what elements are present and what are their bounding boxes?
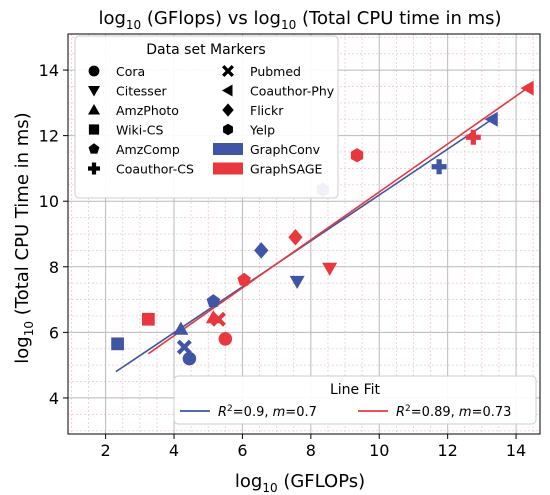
markers-legend-items: Cora Citesser AmzPhoto Wiki-CS AmzComp Coauth… — [88, 64, 335, 177]
data-points — [111, 80, 534, 366]
point-citesser-graphsage — [322, 262, 338, 276]
y-axis-label-main: log — [12, 336, 33, 363]
plot-frame — [67, 33, 541, 435]
legend-label-wiki-cs: Wiki-CS — [116, 123, 164, 138]
legend-label-cora: Cora — [116, 64, 145, 79]
legend-label-graphconv: GraphConv — [250, 142, 321, 157]
point-coauthor-phy-graphconv — [484, 111, 498, 127]
point-citesser-graphconv — [289, 275, 305, 290]
legend-marker-graphconv — [213, 143, 243, 155]
legend-marker-amzcomp — [88, 143, 100, 154]
legend-label-yelp: Yelp — [249, 123, 275, 138]
r2-exponent: 2 — [405, 404, 411, 414]
legend-label-amzphoto: AmzPhoto — [116, 103, 179, 118]
fit-line-graphsage — [147, 85, 531, 355]
legend-marker-wiki-cs — [88, 124, 100, 135]
legend-marker-pubmed-stroke — [222, 65, 234, 77]
chart-title-main: log — [98, 8, 125, 29]
legend-marker-coauthor-cs — [88, 162, 100, 175]
x-tick-label: 8 — [306, 441, 316, 460]
markers-legend: Data set Markers Cora Citesser AmzPhoto Wik… — [74, 35, 339, 199]
x-tick-label: 10 — [369, 441, 389, 460]
slope-value: =0.73 — [472, 405, 512, 420]
chart-title-subscript-2: 10 — [281, 18, 296, 32]
legend-marker-flickr — [222, 103, 234, 117]
legend-label-citesser: Citesser — [116, 84, 168, 99]
legend-marker-yelp — [223, 123, 233, 136]
fit-legend-items: R2=0.9, m=0.7 R2=0.89, m=0.73 — [180, 404, 511, 420]
y-tick-label: 4 — [49, 389, 59, 408]
axis-ticks: 2 4 6 8 10 12 14 4 6 8 10 12 14 — [39, 61, 527, 460]
fit-legend: Line Fit R2=0.9, m=0.7 R2=0.89, m=0.73 — [173, 375, 537, 425]
r2-value: =0.89, — [411, 405, 459, 420]
legend-label-coauthor-cs: Coauthor-CS — [116, 162, 194, 177]
y-axis-label-end: (Total CPU Time in ms) — [12, 112, 33, 321]
chart-title-end: (Total CPU time in ms) — [296, 8, 501, 29]
x-tick-label: 2 — [101, 441, 111, 460]
slope-symbol: m — [273, 405, 286, 420]
fit-legend-label-graphconv: R2=0.9, m=0.7 — [218, 404, 317, 420]
legend-label-flickr: Flickr — [250, 103, 284, 118]
point-pubmed-graphconv-stroke — [176, 339, 192, 355]
x-tick-label: 4 — [169, 441, 179, 460]
chart-title-middle: (GFlops) vs log — [141, 8, 281, 29]
y-tick-label: 14 — [39, 61, 59, 80]
fit-legend-title: Line Fit — [330, 382, 381, 398]
x-tick-label: 14 — [506, 441, 526, 460]
point-coauthor-cs-graphsage — [465, 129, 481, 145]
legend-marker-coauthor-phy — [222, 84, 233, 97]
r2-value: =0.9, — [233, 405, 273, 420]
x-axis-label-subscript: 10 — [262, 481, 277, 495]
legend-label-coauthor-phy: Coauthor-Phy — [250, 84, 335, 99]
point-amzcomp-graphconv — [206, 294, 221, 307]
legend-label-graphsage: GraphSAGE — [250, 162, 323, 177]
point-wiki-cs-graphconv — [111, 337, 124, 351]
point-flickr-graphsage — [288, 229, 303, 246]
point-coauthor-cs-graphconv — [431, 159, 447, 175]
x-axis-label-main: log — [235, 471, 262, 492]
point-amzcomp-graphsage — [237, 272, 251, 286]
x-axis-label: log10 (GFLOPs) — [235, 471, 365, 495]
point-wiki-cs-graphsage — [142, 312, 155, 326]
point-amzphoto-graphconv — [173, 321, 189, 335]
point-pubmed-graphsage — [211, 311, 226, 327]
x-tick-label: 12 — [437, 441, 457, 460]
fit-legend-label-graphsage: R2=0.89, m=0.73 — [396, 404, 511, 420]
r2-symbol: R — [218, 405, 227, 420]
markers-legend-title: Data set Markers — [146, 42, 265, 58]
x-axis-label-end: (GFLOPs) — [278, 471, 366, 492]
point-coauthor-phy-graphsage — [520, 80, 534, 96]
point-pubmed-graphsage-stroke — [211, 311, 226, 327]
legend-marker-cora — [88, 65, 100, 77]
legend-marker-pubmed — [222, 65, 234, 77]
y-tick-label: 12 — [39, 127, 59, 146]
legend-marker-citesser — [88, 86, 100, 97]
y-axis-label-subscript: 10 — [22, 321, 36, 336]
fit-legend-box — [173, 375, 537, 425]
slope-value: =0.7 — [285, 405, 317, 420]
slope-symbol: m — [459, 405, 472, 420]
legend-marker-graphsage — [213, 162, 243, 175]
point-cora-graphsage — [218, 332, 233, 346]
y-tick-label: 8 — [49, 258, 59, 277]
point-pubmed-graphconv — [176, 339, 192, 355]
markers-legend-box — [74, 35, 339, 199]
r2-exponent: 2 — [227, 404, 233, 414]
chart-title: log10 (GFlops) vs log10 (Total CPU time … — [98, 8, 501, 32]
legend-label-amzcomp: AmzComp — [116, 142, 180, 157]
point-cora-graphconv — [182, 351, 197, 366]
legend-marker-amzphoto — [88, 104, 100, 115]
r2-symbol: R — [396, 405, 405, 420]
point-flickr-graphconv — [254, 242, 269, 259]
y-tick-label: 10 — [39, 192, 59, 211]
chart-title-subscript: 10 — [126, 18, 141, 32]
x-tick-label: 6 — [237, 441, 247, 460]
y-axis-label: log10 (Total CPU Time in ms) — [12, 112, 36, 363]
point-yelp-graphsage — [350, 148, 364, 163]
y-tick-label: 6 — [49, 323, 59, 342]
legend-label-pubmed: Pubmed — [250, 64, 301, 79]
